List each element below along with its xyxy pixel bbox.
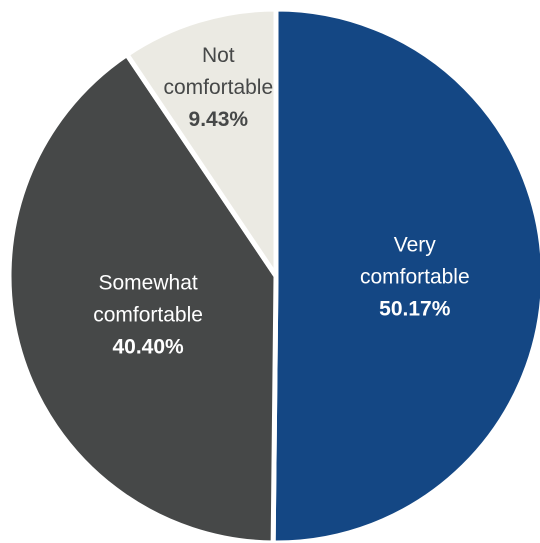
pie-slices [6, 6, 540, 543]
pie-slice-2 [123, 6, 279, 285]
slice-label-2: Not comfortable 9.43% [163, 44, 273, 131]
slice-label-line: comfortable [360, 266, 470, 289]
slice-label-1: Somewhat comfortable 40.40% [93, 271, 203, 358]
pie-slice-0 [270, 6, 540, 543]
pie-labels: Very comfortable 50.17% Somewhat comfortable… [93, 44, 469, 358]
slice-label-line: Not [202, 44, 235, 67]
slice-label-0: Very comfortable 50.17% [360, 234, 470, 321]
slice-label-line: comfortable [163, 76, 273, 99]
slice-value-label: 50.17% [379, 298, 451, 321]
slice-label-line: Very [394, 234, 437, 257]
pie-slice-1 [6, 51, 279, 543]
slice-value-label: 9.43% [189, 108, 249, 131]
slice-value-label: 40.40% [112, 335, 184, 358]
slice-label-line: Somewhat [98, 271, 197, 294]
slice-label-line: comfortable [93, 303, 203, 326]
